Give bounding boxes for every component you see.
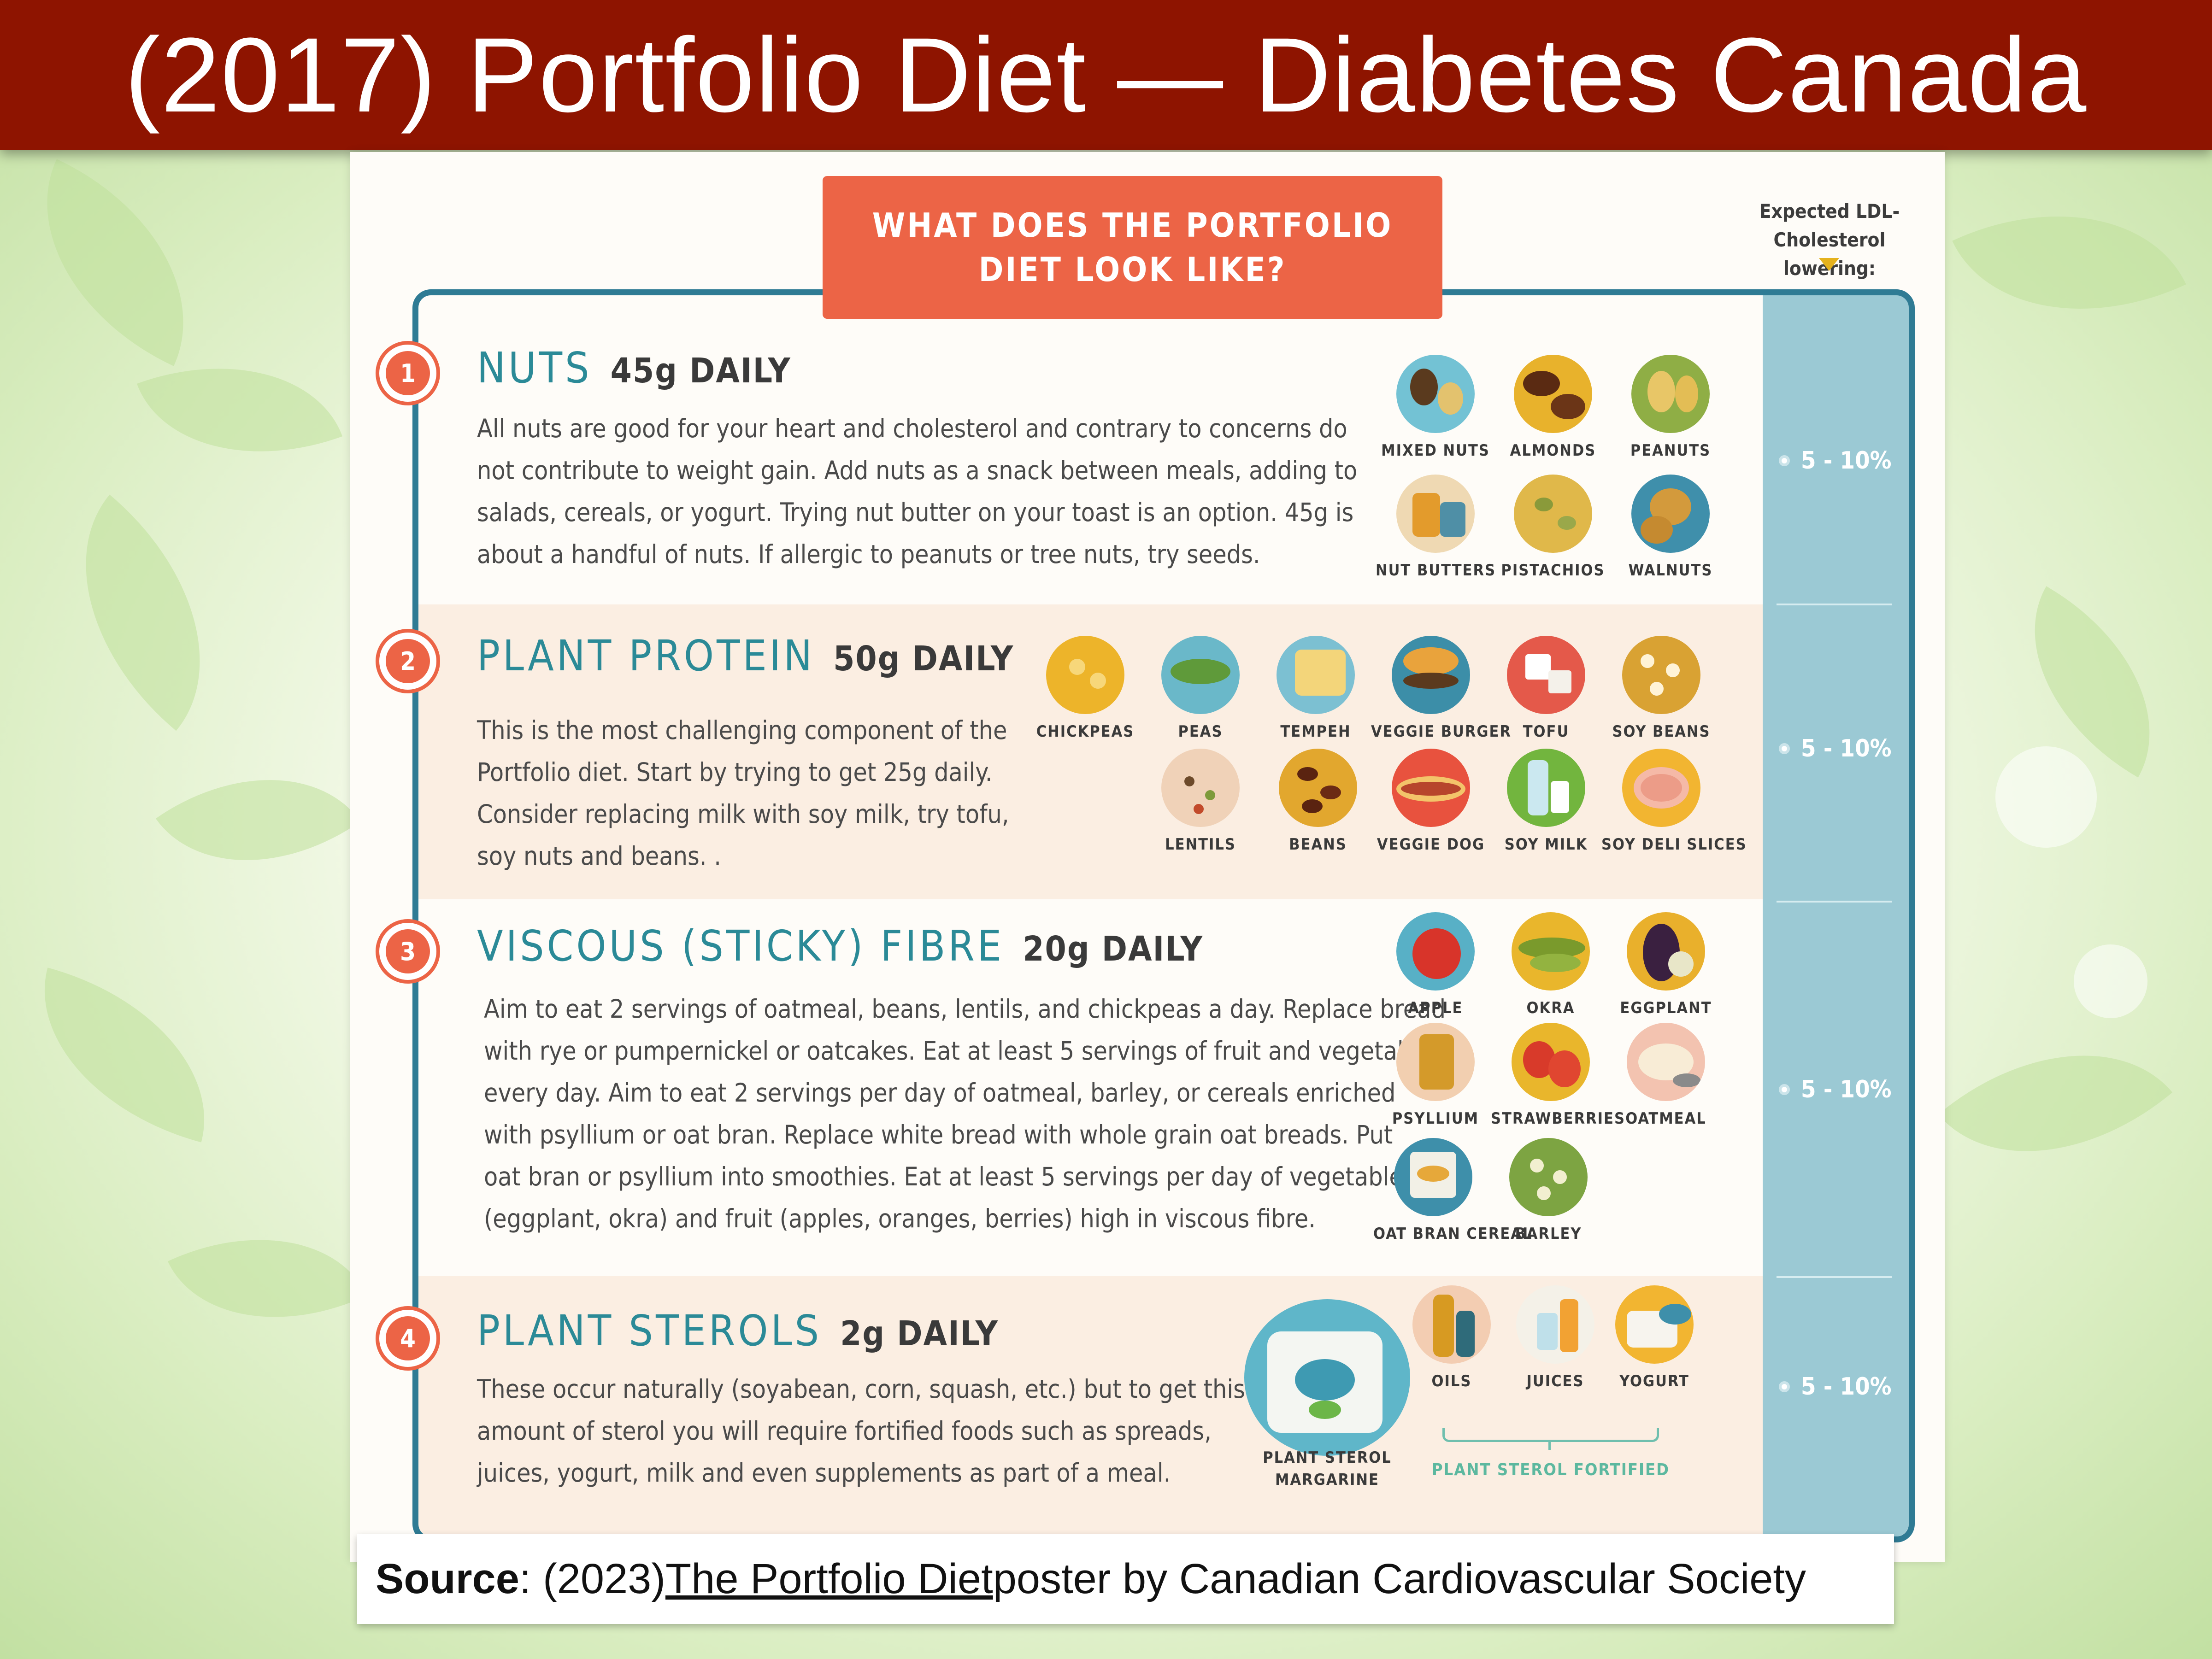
title-banner: (2017) Portfolio Diet — Diabetes Canada (0, 0, 2212, 150)
section-number-badge: 3 (376, 919, 440, 984)
ldl-divider (1777, 901, 1892, 903)
ldl-value-plant-sterols: 5 - 10% (1779, 1373, 1892, 1401)
juices-icon (1516, 1285, 1594, 1364)
source-link[interactable]: The Portfolio Diet (665, 1555, 993, 1602)
soy-deli-slices-icon (1622, 749, 1700, 827)
beans-icon (1279, 749, 1357, 827)
ldl-arrow-icon (1819, 258, 1839, 271)
oat-bran-cereal-icon (1394, 1138, 1472, 1216)
ldl-value-viscous-fibre: 5 - 10% (1779, 1076, 1892, 1103)
section-number-badge: 4 (376, 1306, 440, 1371)
yogurt-icon (1615, 1285, 1694, 1364)
ldl-value-nuts: 5 - 10% (1779, 447, 1892, 475)
soy-milk-icon (1507, 749, 1585, 827)
food-soy-deli-slices: SOY DELI SLICES (1601, 749, 1746, 854)
poster-heading: WHAT DOES THE PORTFOLIO DIET LOOK LIKE? (823, 176, 1442, 319)
okra-icon (1512, 912, 1590, 991)
walnuts-icon (1631, 475, 1710, 553)
food-eggplant: EGGPLANT (1606, 912, 1726, 1017)
source-label: Source (376, 1555, 519, 1602)
food-apple: APPLE (1376, 912, 1495, 1017)
ldl-divider (1777, 1276, 1892, 1278)
section-body-viscous-fibre: Aim to eat 2 servings of oatmeal, beans,… (484, 994, 1446, 1233)
section-title-viscous-fibre: VISCOUS (STICKY) FIBRE 20g DAILY (477, 921, 1204, 971)
food-pistachios: PISTACHIOS (1493, 475, 1613, 580)
peanuts-icon (1631, 355, 1710, 433)
food-chickpeas: CHICKPEAS (1025, 636, 1145, 741)
ldl-column (1763, 289, 1909, 1536)
oatmeal-icon (1627, 1023, 1705, 1101)
food-lentils: LENTILS (1141, 749, 1260, 854)
psyllium-icon (1396, 1023, 1475, 1101)
margarine-icon (1244, 1299, 1410, 1456)
food-peas: PEAS (1141, 636, 1260, 741)
strawberries-icon (1512, 1023, 1590, 1101)
tofu-icon (1507, 636, 1585, 714)
pistachios-icon (1514, 475, 1592, 553)
section-number-badge: 2 (376, 629, 440, 693)
food-oat-bran-cereal: OAT BRAN CEREAL (1373, 1138, 1531, 1243)
food-walnuts: WALNUTS (1611, 475, 1730, 580)
soy-beans-icon (1622, 636, 1700, 714)
ldl-header-line2: Cholesterol lowering: (1773, 229, 1886, 280)
section-number-badge: 1 (376, 341, 440, 405)
food-strawberries: STRAWBERRIES (1491, 1023, 1624, 1128)
food-peanuts: PEANUTS (1611, 355, 1730, 460)
poster-heading-line2: DIET LOOK LIKE? (978, 250, 1287, 289)
section-title-plant-protein: PLANT PROTEIN 50g DAILY (477, 631, 1014, 680)
almonds-icon (1514, 355, 1592, 433)
section-title-nuts: NUTS 45g DAILY (477, 343, 791, 393)
nut-butters-icon (1396, 475, 1475, 553)
eggplant-icon (1627, 912, 1705, 991)
veggie-burger-icon (1392, 636, 1470, 714)
tempeh-icon (1277, 636, 1355, 714)
margarine-label: PLANT STEROL MARGARINE (1263, 1448, 1392, 1489)
fortified-bracket (1442, 1428, 1659, 1442)
food-okra: OKRA (1491, 912, 1611, 1017)
food-almonds: ALMONDS (1493, 355, 1613, 460)
portfolio-diet-poster: WHAT DOES THE PORTFOLIO DIET LOOK LIKE? … (350, 152, 1945, 1562)
barley-icon (1509, 1138, 1588, 1216)
food-psyllium: PSYLLIUM (1376, 1023, 1495, 1128)
section-body-nuts: All nuts are good for your heart and cho… (477, 414, 1358, 569)
ldl-value-plant-protein: 5 - 10% (1779, 735, 1892, 762)
section-body-plant-sterols: These occur naturally (soyabean, corn, s… (477, 1374, 1245, 1488)
ldl-header-line1: Expected LDL- (1759, 200, 1900, 223)
fortified-bracket-tip (1548, 1440, 1551, 1450)
fortified-label: PLANT STEROL FORTIFIED (1431, 1460, 1670, 1479)
food-soy-milk: SOY MILK (1486, 749, 1606, 854)
food-mixed-nuts: MIXED NUTS (1376, 355, 1495, 460)
section-body-plant-protein: This is the most challenging component o… (477, 715, 1009, 871)
apple-icon (1396, 912, 1475, 991)
food-oils: OILS (1392, 1285, 1512, 1390)
oils-icon (1412, 1285, 1491, 1364)
food-barley: BARLEY (1488, 1138, 1608, 1243)
food-beans: BEANS (1258, 749, 1378, 854)
source-pre: : (2023) (519, 1555, 665, 1602)
poster-heading-line1: WHAT DOES THE PORTFOLIO (872, 206, 1393, 245)
food-veggie-dog: VEGGIE DOG (1371, 749, 1491, 854)
source-post: poster by Canadian Cardiovascular Societ… (993, 1555, 1806, 1602)
ldl-divider (1777, 604, 1892, 605)
lentils-icon (1161, 749, 1240, 827)
food-juices: JUICES (1495, 1285, 1615, 1390)
food-oatmeal: OATMEAL (1606, 1023, 1726, 1128)
source-caption: Source: (2023) The Portfolio Diet poster… (357, 1534, 1894, 1624)
food-veggie-burger: VEGGIE BURGER (1371, 636, 1511, 741)
food-soy-beans: SOY BEANS (1601, 636, 1721, 741)
mixed-nuts-icon (1396, 355, 1475, 433)
food-tempeh: TEMPEH (1256, 636, 1376, 741)
section-title-plant-sterols: PLANT STEROLS 2g DAILY (477, 1306, 999, 1355)
food-yogurt: YOGURT (1594, 1285, 1714, 1390)
food-nut-butters: NUT BUTTERS (1376, 475, 1495, 580)
food-tofu: TOFU (1486, 636, 1606, 741)
peas-icon (1161, 636, 1240, 714)
veggie-dog-icon (1392, 749, 1470, 827)
slide-title: (2017) Portfolio Diet — Diabetes Canada (124, 16, 2088, 134)
chickpeas-icon (1046, 636, 1124, 714)
